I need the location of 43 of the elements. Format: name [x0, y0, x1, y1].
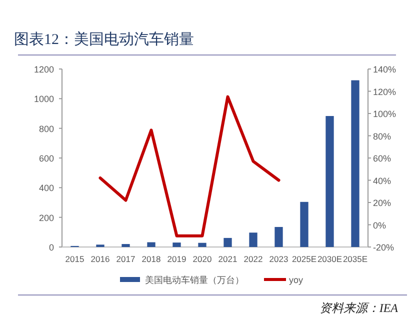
y-tick-label: 600: [38, 154, 54, 164]
x-tick-label: 2017: [116, 254, 136, 264]
bar: [198, 242, 206, 247]
y-tick-label: 800: [38, 124, 54, 134]
y2-tick-label: 0%: [373, 220, 386, 230]
bar: [172, 242, 181, 247]
legend-label: yoy: [289, 275, 304, 285]
x-tick-label: 2030E: [317, 254, 342, 264]
y2-tick-label: 120%: [373, 86, 396, 97]
y-tick-label: 1000: [34, 94, 54, 104]
y-tick-label: 400: [38, 183, 54, 194]
y-tick-label: 1200: [34, 64, 54, 74]
bar: [147, 242, 156, 247]
line-series: [98, 95, 280, 238]
text: 资料来源：IEA: [319, 301, 399, 315]
bar: [122, 244, 130, 247]
x-tick-label: 2020: [192, 254, 212, 264]
y2-tick-label: -20%: [373, 242, 394, 252]
y2-tick-label: 140%: [373, 64, 396, 74]
x-tick-label: 2019: [167, 254, 186, 264]
x-tick-label: 2023: [269, 254, 288, 264]
y2-tick-label: 20%: [373, 198, 392, 208]
y2-tick-label: 60%: [373, 154, 392, 164]
x-tick-label: 2025E: [292, 254, 317, 264]
legend-label: 美国电动车销量（万台）: [145, 275, 244, 285]
y2-tick-label: 40%: [373, 176, 392, 186]
y2-tick-label: 100%: [373, 109, 396, 119]
x-tick-label: 2016: [90, 254, 110, 264]
chart-title: 图表12：美国电动汽车销量: [14, 31, 194, 48]
y-tick-label: 200: [38, 212, 54, 223]
bar: [274, 226, 283, 247]
x-tick-label: 2022: [244, 254, 263, 264]
x-tick-label: 2015: [65, 254, 84, 264]
bar: [249, 232, 258, 247]
bar: [351, 80, 360, 247]
y-tick-label: 0: [48, 242, 54, 252]
bar: [300, 202, 308, 247]
bar: [224, 238, 232, 247]
bar: [326, 116, 334, 247]
x-tick-label: 2035E: [342, 254, 368, 264]
x-tick-label: 2018: [142, 254, 161, 264]
x-tick-label: 2021: [218, 254, 238, 264]
y2-tick-label: 80%: [373, 131, 392, 142]
